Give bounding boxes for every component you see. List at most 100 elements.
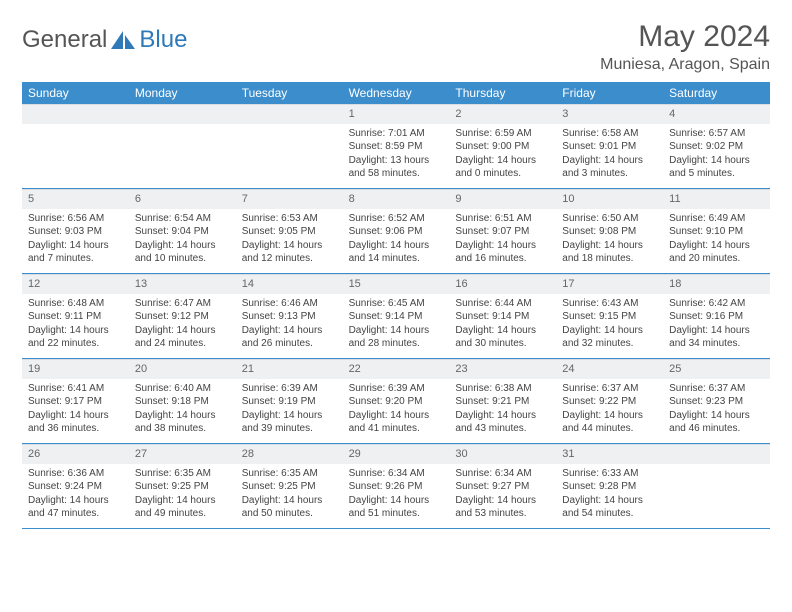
day-cell: 22Sunrise: 6:39 AMSunset: 9:20 PMDayligh…: [343, 359, 450, 443]
daylight-text: Daylight: 14 hours and 32 minutes.: [562, 324, 657, 351]
sunset-text: Sunset: 9:03 PM: [28, 225, 123, 239]
day-cell: 15Sunrise: 6:45 AMSunset: 9:14 PMDayligh…: [343, 274, 450, 358]
sunset-text: Sunset: 9:13 PM: [242, 310, 337, 324]
daylight-text: Daylight: 14 hours and 0 minutes.: [455, 154, 550, 181]
day-cell: 11Sunrise: 6:49 AMSunset: 9:10 PMDayligh…: [663, 189, 770, 273]
day-number: 18: [663, 274, 770, 294]
daylight-text: Daylight: 13 hours and 58 minutes.: [349, 154, 444, 181]
dow-saturday: Saturday: [663, 82, 770, 104]
sunset-text: Sunset: 9:04 PM: [135, 225, 230, 239]
daylight-text: Daylight: 14 hours and 22 minutes.: [28, 324, 123, 351]
day-number: .: [22, 104, 129, 124]
day-body: [129, 124, 236, 133]
day-body: Sunrise: 6:44 AMSunset: 9:14 PMDaylight:…: [449, 294, 556, 357]
day-cell: 1Sunrise: 7:01 AMSunset: 8:59 PMDaylight…: [343, 104, 450, 188]
sunset-text: Sunset: 9:14 PM: [455, 310, 550, 324]
day-cell: 5Sunrise: 6:56 AMSunset: 9:03 PMDaylight…: [22, 189, 129, 273]
day-number: .: [129, 104, 236, 124]
day-cell: .: [663, 444, 770, 528]
daylight-text: Daylight: 14 hours and 18 minutes.: [562, 239, 657, 266]
daylight-text: Daylight: 14 hours and 36 minutes.: [28, 409, 123, 436]
sunset-text: Sunset: 9:19 PM: [242, 395, 337, 409]
day-cell: 27Sunrise: 6:35 AMSunset: 9:25 PMDayligh…: [129, 444, 236, 528]
day-body: Sunrise: 6:50 AMSunset: 9:08 PMDaylight:…: [556, 209, 663, 272]
sunset-text: Sunset: 9:05 PM: [242, 225, 337, 239]
sunrise-text: Sunrise: 6:37 AM: [669, 382, 764, 396]
day-number: 17: [556, 274, 663, 294]
month-title: May 2024: [600, 20, 770, 54]
sunrise-text: Sunrise: 6:47 AM: [135, 297, 230, 311]
sunset-text: Sunset: 9:23 PM: [669, 395, 764, 409]
sunrise-text: Sunrise: 6:49 AM: [669, 212, 764, 226]
day-cell: 31Sunrise: 6:33 AMSunset: 9:28 PMDayligh…: [556, 444, 663, 528]
day-cell: 17Sunrise: 6:43 AMSunset: 9:15 PMDayligh…: [556, 274, 663, 358]
sunrise-text: Sunrise: 6:44 AM: [455, 297, 550, 311]
calendar: SundayMondayTuesdayWednesdayThursdayFrid…: [22, 82, 770, 529]
daylight-text: Daylight: 14 hours and 34 minutes.: [669, 324, 764, 351]
daylight-text: Daylight: 14 hours and 53 minutes.: [455, 494, 550, 521]
sunset-text: Sunset: 9:24 PM: [28, 480, 123, 494]
day-number: 1: [343, 104, 450, 124]
sunrise-text: Sunrise: 6:38 AM: [455, 382, 550, 396]
sunset-text: Sunset: 9:27 PM: [455, 480, 550, 494]
day-number: 30: [449, 444, 556, 464]
daylight-text: Daylight: 14 hours and 7 minutes.: [28, 239, 123, 266]
day-body: Sunrise: 6:54 AMSunset: 9:04 PMDaylight:…: [129, 209, 236, 272]
day-cell: 25Sunrise: 6:37 AMSunset: 9:23 PMDayligh…: [663, 359, 770, 443]
day-number: 27: [129, 444, 236, 464]
day-body: Sunrise: 6:35 AMSunset: 9:25 PMDaylight:…: [129, 464, 236, 527]
day-number: .: [236, 104, 343, 124]
sunrise-text: Sunrise: 6:58 AM: [562, 127, 657, 141]
day-number: 14: [236, 274, 343, 294]
week-row: 12Sunrise: 6:48 AMSunset: 9:11 PMDayligh…: [22, 274, 770, 359]
day-number: 22: [343, 359, 450, 379]
day-cell: 20Sunrise: 6:40 AMSunset: 9:18 PMDayligh…: [129, 359, 236, 443]
daylight-text: Daylight: 14 hours and 39 minutes.: [242, 409, 337, 436]
location: Muniesa, Aragon, Spain: [600, 56, 770, 74]
sunrise-text: Sunrise: 6:50 AM: [562, 212, 657, 226]
daylight-text: Daylight: 14 hours and 10 minutes.: [135, 239, 230, 266]
sunset-text: Sunset: 9:16 PM: [669, 310, 764, 324]
week-row: 5Sunrise: 6:56 AMSunset: 9:03 PMDaylight…: [22, 189, 770, 274]
daylight-text: Daylight: 14 hours and 50 minutes.: [242, 494, 337, 521]
day-number: 29: [343, 444, 450, 464]
day-number: 3: [556, 104, 663, 124]
day-body: [22, 124, 129, 133]
day-cell: 24Sunrise: 6:37 AMSunset: 9:22 PMDayligh…: [556, 359, 663, 443]
daylight-text: Daylight: 14 hours and 14 minutes.: [349, 239, 444, 266]
day-number: 13: [129, 274, 236, 294]
day-number: .: [663, 444, 770, 464]
day-cell: 28Sunrise: 6:35 AMSunset: 9:25 PMDayligh…: [236, 444, 343, 528]
day-cell: 6Sunrise: 6:54 AMSunset: 9:04 PMDaylight…: [129, 189, 236, 273]
sunrise-text: Sunrise: 6:53 AM: [242, 212, 337, 226]
day-number: 6: [129, 189, 236, 209]
day-body: [236, 124, 343, 133]
sunrise-text: Sunrise: 7:01 AM: [349, 127, 444, 141]
day-cell: 19Sunrise: 6:41 AMSunset: 9:17 PMDayligh…: [22, 359, 129, 443]
sunrise-text: Sunrise: 6:52 AM: [349, 212, 444, 226]
day-number: 20: [129, 359, 236, 379]
sunrise-text: Sunrise: 6:59 AM: [455, 127, 550, 141]
sunset-text: Sunset: 9:18 PM: [135, 395, 230, 409]
day-cell: 3Sunrise: 6:58 AMSunset: 9:01 PMDaylight…: [556, 104, 663, 188]
daylight-text: Daylight: 14 hours and 12 minutes.: [242, 239, 337, 266]
day-number: 11: [663, 189, 770, 209]
sail-icon: [109, 29, 137, 51]
day-body: Sunrise: 6:42 AMSunset: 9:16 PMDaylight:…: [663, 294, 770, 357]
day-cell: 14Sunrise: 6:46 AMSunset: 9:13 PMDayligh…: [236, 274, 343, 358]
sunrise-text: Sunrise: 6:34 AM: [349, 467, 444, 481]
sunset-text: Sunset: 9:10 PM: [669, 225, 764, 239]
day-body: Sunrise: 6:35 AMSunset: 9:25 PMDaylight:…: [236, 464, 343, 527]
day-cell: 9Sunrise: 6:51 AMSunset: 9:07 PMDaylight…: [449, 189, 556, 273]
sunrise-text: Sunrise: 6:37 AM: [562, 382, 657, 396]
sunset-text: Sunset: 9:08 PM: [562, 225, 657, 239]
day-number: 31: [556, 444, 663, 464]
sunrise-text: Sunrise: 6:43 AM: [562, 297, 657, 311]
week-row: ...1Sunrise: 7:01 AMSunset: 8:59 PMDayli…: [22, 104, 770, 189]
brand-logo: General Blue: [22, 26, 187, 54]
day-body: Sunrise: 6:57 AMSunset: 9:02 PMDaylight:…: [663, 124, 770, 187]
day-body: Sunrise: 6:52 AMSunset: 9:06 PMDaylight:…: [343, 209, 450, 272]
day-body: Sunrise: 6:34 AMSunset: 9:27 PMDaylight:…: [449, 464, 556, 527]
day-cell: 8Sunrise: 6:52 AMSunset: 9:06 PMDaylight…: [343, 189, 450, 273]
dow-friday: Friday: [556, 82, 663, 104]
